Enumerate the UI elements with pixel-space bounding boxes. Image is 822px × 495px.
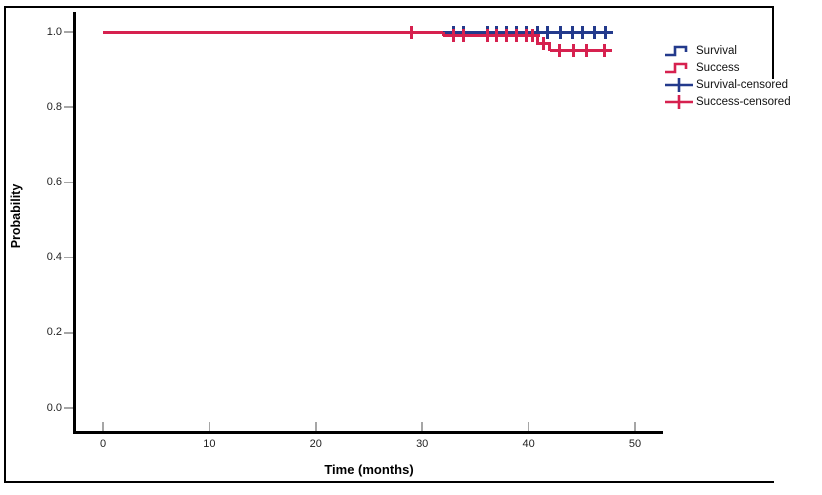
y-tick (63, 256, 73, 259)
legend-label: Success (696, 61, 740, 74)
legend-plus-icon (665, 94, 693, 109)
y-tick (63, 106, 73, 108)
success-censor-mark (462, 29, 466, 43)
y-tick (63, 332, 73, 334)
x-tick-label: 50 (628, 438, 642, 450)
success-censor-mark (485, 29, 489, 43)
success-censor-mark (541, 36, 545, 50)
legend-item: Survival-censored (664, 76, 791, 93)
x-tick (102, 421, 104, 431)
x-tick (208, 421, 211, 431)
success-censor-mark (410, 25, 414, 39)
success-curve-step (441, 32, 445, 36)
y-axis-line (72, 12, 76, 434)
x-tick (421, 421, 423, 431)
legend-item: Success (664, 59, 791, 76)
success-censor-mark (557, 44, 561, 58)
x-tick (315, 421, 317, 431)
y-tick (63, 31, 73, 33)
y-tick-label: 1.0 (46, 25, 62, 38)
survival-censor-mark (559, 25, 563, 39)
legend-item: Success-censored (664, 93, 791, 110)
success-curve-step (548, 43, 552, 51)
y-tick-label: 0.4 (46, 251, 62, 264)
legend-step-line-icon (665, 62, 688, 73)
success-censor-mark (515, 29, 519, 43)
y-tick-label: 0.0 (46, 401, 62, 414)
legend-step-line-icon (665, 45, 688, 56)
x-tick (527, 421, 530, 431)
success-censor-mark (602, 44, 606, 58)
survival-censor-mark (546, 25, 550, 39)
x-tick-label: 10 (203, 438, 216, 450)
success-curve-step (535, 35, 539, 44)
x-tick (634, 421, 636, 431)
survival-censor-mark (570, 25, 574, 39)
success-censor-mark (584, 44, 588, 58)
success-censor-mark (495, 29, 499, 43)
legend-label: Survival (696, 44, 737, 57)
legend-plus-icon (665, 77, 693, 92)
x-tick-label: 0 (99, 438, 107, 450)
x-axis-line (72, 430, 663, 434)
y-tick (63, 181, 73, 184)
success-censor-mark (504, 29, 508, 43)
y-tick-label: 0.8 (46, 100, 62, 113)
figure-border-top (4, 6, 774, 8)
success-censor-mark (531, 29, 535, 43)
x-axis-title: Time (months) (324, 462, 414, 477)
y-tick-label: 0.2 (46, 326, 62, 339)
y-tick (63, 407, 73, 409)
y-tick-label: 0.6 (46, 175, 62, 188)
y-axis-title: Probability (9, 183, 23, 249)
figure-border-left (4, 6, 6, 483)
legend-label: Survival-censored (696, 78, 789, 91)
x-tick-label: 30 (416, 438, 429, 450)
x-tick-label: 20 (309, 438, 322, 450)
legend-item: Survival (664, 42, 791, 59)
survival-censor-mark (603, 25, 607, 39)
legend-label: Success-censored (696, 95, 791, 108)
success-curve-segment (103, 30, 444, 34)
success-censor-mark (571, 44, 575, 58)
figure-border-right-segment (772, 6, 774, 79)
figure-border-bottom (4, 481, 774, 483)
success-censor-mark (451, 29, 455, 43)
survival-censor-mark (535, 25, 539, 39)
x-tick-label: 40 (522, 438, 535, 450)
survival-censor-mark (581, 25, 585, 39)
survival-censor-mark (593, 25, 597, 39)
legend: Survival Success Survival-censored Success-… (664, 42, 791, 110)
